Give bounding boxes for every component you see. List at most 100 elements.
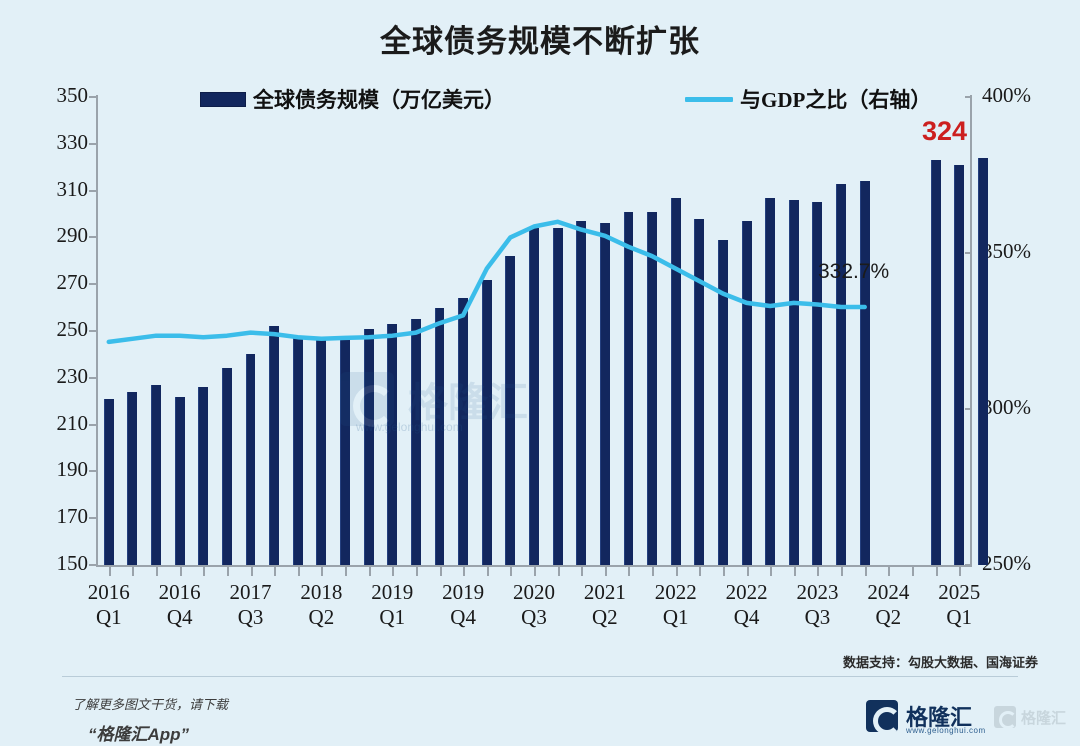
gdp-ratio-callout: 332.7% xyxy=(818,260,890,283)
y-axis-left-tick-mark xyxy=(89,330,96,332)
bar-item xyxy=(836,183,847,565)
y-axis-left-tick-mark xyxy=(89,470,96,473)
x-axis-tick-mark xyxy=(746,567,749,576)
bar-item xyxy=(198,387,209,565)
bar-item xyxy=(387,323,398,565)
y-axis-left-tick-mark xyxy=(89,423,96,426)
brand-logo-ghost: 格隆汇 xyxy=(993,706,1066,729)
x-axis-tick-label: 2019 Q4 xyxy=(442,580,485,629)
y-axis-right-tick-label: 250% xyxy=(982,551,1031,575)
line-series-path xyxy=(106,219,867,345)
x-axis-tick-mark xyxy=(888,567,891,576)
bar-item xyxy=(718,239,728,565)
brand-ghost-g-icon xyxy=(993,706,1017,729)
bar-item xyxy=(552,228,563,565)
y-axis-left-tick-mark xyxy=(89,517,96,520)
x-axis-tick-mark xyxy=(179,567,182,576)
y-axis-left-tick-mark xyxy=(89,96,96,98)
y-axis-left-tick-label: 290 xyxy=(56,223,89,248)
footer-divider xyxy=(62,676,1018,677)
y-axis-left-tick-label: 210 xyxy=(56,410,89,435)
x-axis-tick-mark xyxy=(345,567,348,576)
y-axis-left-tick-mark xyxy=(89,564,96,566)
y-axis-left-tick-mark xyxy=(89,142,96,145)
bar-item xyxy=(363,328,374,565)
x-axis-tick-mark xyxy=(463,567,466,576)
bar-item xyxy=(316,340,327,565)
x-axis-tick-label: 2023 Q3 xyxy=(796,580,839,629)
x-axis-tick-label: 2022 Q1 xyxy=(654,580,697,629)
y-axis-left-tick-label: 350 xyxy=(56,83,89,107)
x-axis-line xyxy=(96,565,972,567)
bar-item xyxy=(977,157,988,565)
y-axis-right-tick-mark xyxy=(965,408,972,410)
bar-item xyxy=(670,197,681,565)
page-title: 全球债务规模不断扩张 xyxy=(380,24,700,59)
bar-item xyxy=(292,338,303,565)
x-axis-tick-mark xyxy=(652,567,655,576)
y-axis-left-tick-label: 250 xyxy=(56,317,89,341)
brand-url: www.gelonghui.com xyxy=(905,726,986,735)
bar-item xyxy=(529,228,539,565)
chart-legend: 全球债务规模（万亿美元） 与GDP之比（右轴） xyxy=(190,84,950,114)
y-axis-right-line xyxy=(970,95,972,567)
x-axis-tick-mark xyxy=(841,567,844,576)
x-axis-tick-mark xyxy=(604,567,607,576)
x-axis-tick-mark xyxy=(699,567,702,576)
x-axis-tick-mark xyxy=(935,567,938,576)
bar-item xyxy=(505,256,516,565)
bar-item xyxy=(694,218,705,565)
debt-peak-callout: 324 xyxy=(922,116,968,146)
y-axis-right-tick-label: 400% xyxy=(982,83,1031,107)
x-axis-tick-mark xyxy=(722,567,725,576)
x-axis-tick-mark xyxy=(439,567,442,576)
legend-label-gdp-ratio: 与GDP之比（右轴） xyxy=(740,88,932,112)
x-axis-tick-mark xyxy=(864,567,867,576)
x-axis-tick-mark xyxy=(156,567,159,576)
bar-item xyxy=(859,181,870,565)
bar-item xyxy=(954,164,965,565)
x-axis-tick-label: 2018 Q2 xyxy=(300,580,343,629)
bar-item xyxy=(434,307,445,565)
x-axis-tick-label: 2019 Q1 xyxy=(371,580,414,629)
bar-item xyxy=(410,319,421,565)
x-axis-tick-mark xyxy=(415,567,418,576)
x-axis-tick-mark xyxy=(392,567,395,576)
source-note: 数据支持：勾股大数据、国海证券 xyxy=(842,655,1038,670)
bar-item xyxy=(741,221,752,565)
x-axis-tick-mark xyxy=(959,567,962,576)
x-axis-tick-mark xyxy=(911,567,914,576)
watermark-url: www.gelonghui.com xyxy=(356,420,463,434)
bar-item xyxy=(103,398,114,565)
app-promo-line2: “格隆汇App” xyxy=(88,725,190,744)
x-axis-tick-mark xyxy=(297,567,300,576)
brand-name: 格隆汇 xyxy=(905,705,972,730)
line-series-layer xyxy=(106,219,867,345)
bar-item xyxy=(221,368,232,565)
y-axis-left-tick-label: 310 xyxy=(56,176,89,201)
bar-item xyxy=(269,326,280,565)
x-axis-tick-mark xyxy=(534,567,536,576)
y-axis-left-tick-label: 230 xyxy=(56,363,89,388)
bar-item xyxy=(647,211,658,565)
y-axis-left-tick-label: 170 xyxy=(56,504,89,529)
bar-item xyxy=(576,221,587,565)
x-axis-tick-label: 2016 Q1 xyxy=(87,580,130,629)
app-promo[interactable]: 了解更多图文干货，请下载 “格隆汇App” xyxy=(72,694,228,745)
brand-g-icon xyxy=(865,700,901,735)
bar-item xyxy=(765,197,776,565)
legend-item-gdp-ratio: 与GDP之比（右轴） xyxy=(685,84,931,114)
x-axis-tick-mark xyxy=(793,567,796,576)
legend-item-debt-scale: 全球债务规模（万亿美元） xyxy=(200,84,505,114)
y-axis-right-tick-label: 300% xyxy=(982,395,1031,419)
y-axis-left-tick-mark xyxy=(89,236,96,239)
y-axis-right-tick-mark xyxy=(965,564,972,566)
x-axis-tick-mark xyxy=(203,567,206,576)
bar-item xyxy=(127,391,138,565)
x-axis-tick-label: 2017 Q3 xyxy=(229,580,272,629)
app-promo-line1: 了解更多图文干货，请下载 xyxy=(72,697,229,712)
x-axis-tick-mark xyxy=(770,567,773,576)
bar-item xyxy=(151,384,161,565)
x-axis-tick-label: 2022 Q4 xyxy=(725,580,768,629)
